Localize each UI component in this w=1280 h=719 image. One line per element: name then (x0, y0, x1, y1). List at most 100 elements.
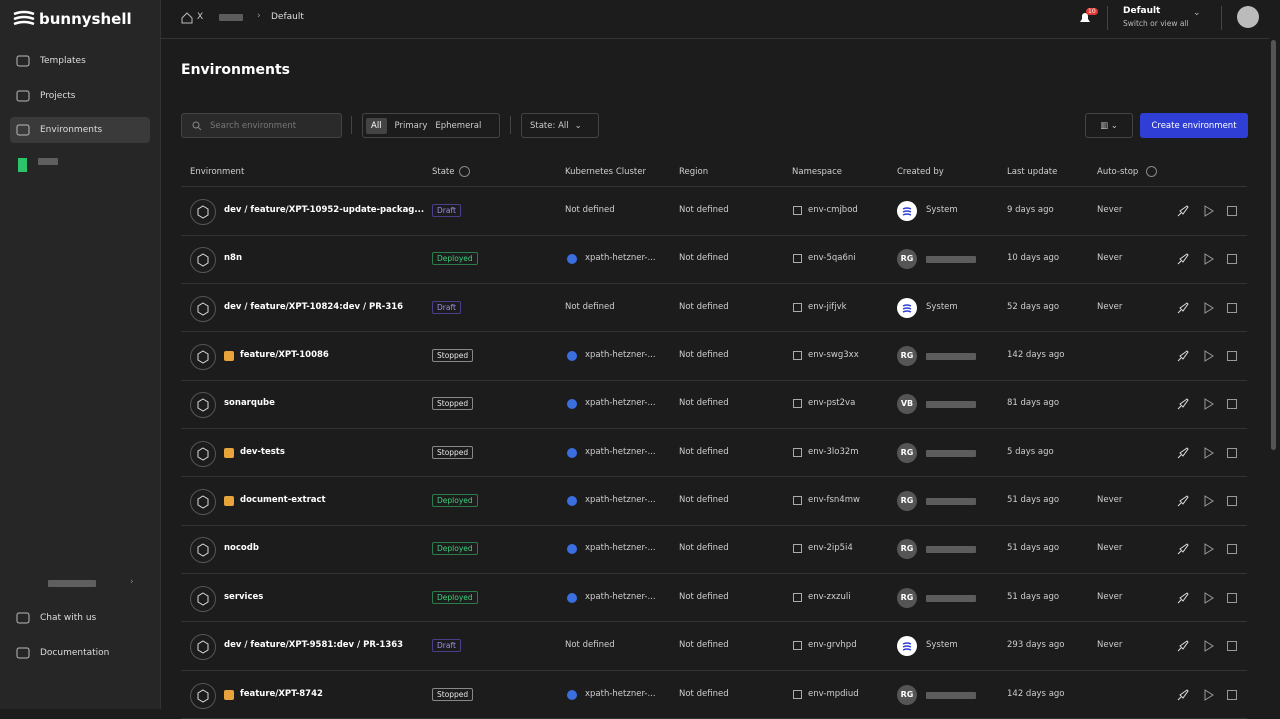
start-button[interactable] (1204, 447, 1214, 462)
env-name[interactable]: dev-tests (240, 447, 285, 457)
env-name[interactable]: document-extract (240, 495, 326, 505)
context-subtitle[interactable]: Switch or view all (1123, 19, 1189, 28)
env-name[interactable]: n8n (224, 253, 242, 263)
start-button[interactable] (1204, 592, 1214, 607)
deploy-button[interactable] (1176, 349, 1190, 366)
create-button[interactable]: Create environment (1140, 113, 1248, 138)
column-header: Kubernetes Cluster (565, 167, 646, 177)
stop-button[interactable] (1227, 303, 1237, 313)
system-avatar (897, 298, 917, 318)
state-badge: Deployed (432, 542, 478, 555)
region: Not defined (679, 205, 729, 215)
stop-button[interactable] (1227, 254, 1237, 264)
search-icon (192, 121, 202, 131)
breadcrumb-item[interactable]: Default (271, 12, 304, 22)
start-button[interactable] (1204, 205, 1214, 220)
state-badge: Deployed (432, 494, 478, 507)
stop-button[interactable] (1227, 206, 1237, 216)
deploy-button[interactable] (1176, 639, 1190, 656)
avatar: RG (897, 588, 917, 608)
start-button[interactable] (1204, 689, 1214, 704)
filter[interactable]: Primary (395, 121, 428, 131)
state-badge: Draft (432, 639, 461, 652)
cluster: xpath-hetzner-... (585, 495, 656, 505)
deploy-button[interactable] (1176, 204, 1190, 221)
redacted (926, 450, 976, 457)
ns-icon (793, 641, 802, 650)
env-name[interactable]: sonarqube (224, 398, 275, 408)
redacted (38, 158, 58, 165)
stop-button[interactable] (1227, 544, 1237, 554)
start-button[interactable] (1204, 398, 1214, 413)
nav-item[interactable]: Environments (10, 117, 150, 143)
search-placeholder: Search environment (210, 121, 296, 131)
env-name[interactable]: feature/XPT-8742 (240, 689, 323, 699)
auto-stop: Never (1097, 302, 1122, 312)
env-name[interactable]: feature/XPT-10086 (240, 350, 329, 360)
last-update: 9 days ago (1007, 205, 1054, 215)
start-button[interactable] (1204, 495, 1214, 510)
start-button[interactable] (1204, 640, 1214, 655)
start-button[interactable] (1204, 543, 1214, 558)
redacted (926, 595, 976, 602)
start-button[interactable] (1204, 302, 1214, 317)
column-header: Region (679, 167, 708, 177)
deploy-button[interactable] (1176, 591, 1190, 608)
filter[interactable]: Ephemeral (435, 121, 481, 131)
deploy-button[interactable] (1176, 542, 1190, 559)
env-name[interactable]: dev / feature/XPT-9581:dev / PR-1363 (224, 640, 403, 650)
separator: › (257, 11, 261, 21)
env-name[interactable]: dev / feature/XPT-10952-update-packag... (224, 205, 424, 215)
stop-button[interactable] (1227, 448, 1237, 458)
column-header: Auto-stop (1097, 167, 1138, 177)
deploy-button[interactable] (1176, 252, 1190, 269)
ns-icon (793, 351, 802, 360)
logo[interactable]: bunnyshell (39, 10, 132, 28)
stop-button[interactable] (1227, 496, 1237, 506)
nav-item[interactable]: Templates (10, 48, 150, 74)
stop-button[interactable] (1227, 641, 1237, 651)
start-button[interactable] (1204, 350, 1214, 365)
help-icon (1146, 166, 1157, 177)
search-input[interactable]: Search environment (181, 113, 342, 138)
stop-button[interactable] (1227, 593, 1237, 603)
system-avatar (897, 201, 917, 221)
columns-button[interactable]: ▥ ⌄ (1085, 113, 1133, 138)
stop-button[interactable] (1227, 690, 1237, 700)
stop-button[interactable] (1227, 351, 1237, 361)
deploy-button[interactable] (1176, 397, 1190, 414)
namespace: env-mpdiud (808, 689, 859, 699)
last-update: 81 days ago (1007, 398, 1059, 408)
deploy-button[interactable] (1176, 494, 1190, 511)
nav-icon (16, 89, 30, 103)
page-title: Environments (181, 62, 290, 78)
deploy-button[interactable] (1176, 446, 1190, 463)
context-title[interactable]: Default (1123, 6, 1160, 16)
nav-item[interactable]: Projects (10, 83, 150, 109)
deploy-button[interactable] (1176, 301, 1190, 318)
scrollbar (1271, 40, 1276, 450)
last-update: 142 days ago (1007, 350, 1065, 360)
env-name[interactable]: nocodb (224, 543, 259, 553)
ns-icon (793, 448, 802, 457)
home-icon[interactable] (181, 12, 193, 24)
last-update: 5 days ago (1007, 447, 1054, 457)
namespace: env-fsn4mw (808, 495, 860, 505)
stop-button[interactable] (1227, 399, 1237, 409)
deploy-button[interactable] (1176, 688, 1190, 705)
breadcrumb-item[interactable]: X (197, 12, 203, 22)
env-name[interactable]: dev / feature/XPT-10824:dev / PR-316 (224, 302, 403, 312)
last-update: 51 days ago (1007, 543, 1059, 553)
namespace: env-pst2va (808, 398, 855, 408)
filter[interactable]: All (366, 118, 387, 134)
divider (1221, 6, 1222, 30)
nav-item[interactable]: Documentation (10, 640, 150, 666)
state-filter[interactable]: State: All⌄ (521, 113, 599, 138)
column-header: Created by (897, 167, 944, 177)
start-button[interactable] (1204, 253, 1214, 268)
nav-item[interactable]: Chat with us (10, 605, 150, 631)
user-avatar[interactable] (1237, 6, 1259, 28)
env-name[interactable]: services (224, 592, 263, 602)
auto-stop: Never (1097, 592, 1122, 602)
